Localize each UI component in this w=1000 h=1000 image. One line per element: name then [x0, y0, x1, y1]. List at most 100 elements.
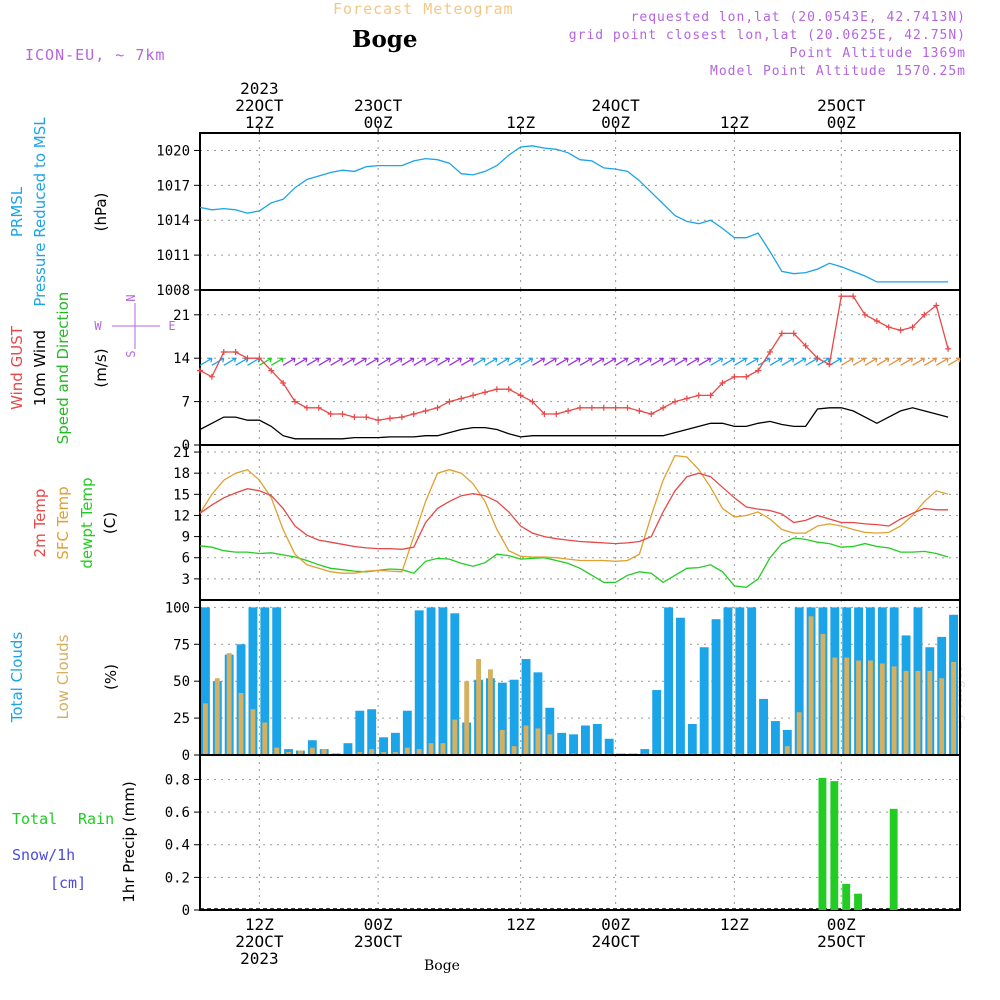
y-tick-label: 50	[173, 674, 190, 690]
total-cloud-bar	[272, 607, 282, 754]
time-label-bottom: 24OCT	[592, 932, 641, 951]
wind-barb-head	[507, 358, 510, 363]
wind-gust-marker	[410, 411, 417, 417]
wind-gust-marker	[280, 380, 287, 386]
time-label-top: 00Z	[364, 113, 393, 132]
low-cloud-bar	[428, 743, 434, 754]
wind-barb	[603, 357, 616, 366]
low-cloud-bar	[844, 657, 850, 754]
low-cloud-bar	[488, 669, 493, 754]
wind-barb-head	[305, 358, 308, 363]
wind-gust-marker	[790, 330, 797, 337]
wind-barb	[401, 357, 415, 366]
total-cloud-bar	[414, 610, 424, 754]
wind-gust-marker	[339, 411, 346, 417]
low-cloud-bar	[274, 747, 280, 754]
wind-barb	[650, 357, 664, 366]
total-cloud-bar	[545, 707, 555, 754]
wind-gust-marker	[232, 349, 239, 355]
wind-gust-label: Wind GUST	[8, 325, 26, 410]
y-tick-label: 100	[165, 600, 190, 616]
wind-barb-head	[590, 358, 593, 363]
y-tick-label: 1008	[156, 283, 190, 299]
wind-gust-marker	[565, 407, 572, 414]
low-cloud-bar	[927, 670, 933, 754]
wind-gust-marker	[945, 345, 952, 352]
temp-2m-line	[199, 472, 949, 550]
wind-barb-head	[412, 358, 415, 363]
wind-barb-head	[352, 358, 355, 363]
wind-barb-head	[340, 358, 344, 363]
wind-gust-marker	[197, 367, 203, 374]
rain-bar	[842, 883, 851, 910]
wind-gust-marker	[244, 355, 251, 362]
wind-gust-marker	[814, 355, 821, 362]
low-cloud-bar	[547, 734, 553, 754]
wind-gust-marker	[612, 404, 619, 411]
total-cloud-bar	[248, 607, 258, 754]
wind-barb-head	[649, 358, 652, 363]
wind-barb	[698, 357, 711, 366]
wind-barb	[852, 357, 866, 366]
wind-gust-marker	[517, 392, 524, 399]
total-cloud-bar	[521, 659, 531, 754]
wind-barb-head	[459, 358, 462, 363]
wind-barb	[508, 357, 521, 366]
y-tick-label: 0	[182, 748, 190, 764]
location-name: Boge	[352, 26, 418, 53]
wind-gust-marker	[470, 392, 477, 399]
low-cloud-bar	[856, 660, 861, 754]
wind-barb	[686, 357, 700, 366]
wind-gust-marker	[826, 361, 833, 368]
wind-barb	[282, 357, 296, 366]
time-label-bottom: 12Z	[506, 915, 535, 934]
dewpt-temp-line	[199, 537, 949, 588]
total-cloud-bar	[711, 619, 721, 754]
sfc-temp-label: SFC Temp	[54, 486, 72, 559]
wind-barb-head	[566, 358, 569, 363]
wind-barb-head	[293, 358, 296, 363]
wind-gust-marker	[683, 395, 690, 402]
compass-w: W	[94, 319, 102, 333]
wind-barb	[864, 357, 878, 366]
wind-gust-marker	[862, 311, 868, 318]
precip-axis-label: 1hr Precip (mm)	[120, 781, 138, 902]
low-cloud-bar	[523, 725, 529, 754]
wind-barb	[722, 357, 735, 366]
wind-barb	[615, 357, 628, 366]
low-cloud-bar	[238, 693, 244, 754]
total-cloud-bar	[771, 721, 780, 754]
y-tick-label: 0.2	[165, 870, 190, 886]
chart-title: Forecast Meteogram	[333, 0, 514, 18]
wind-gust-marker	[529, 398, 536, 405]
y-tick-label: 15	[173, 487, 190, 503]
time-label-top: 2023	[240, 79, 279, 98]
y-tick-label: 25	[173, 711, 190, 727]
wind-barb	[555, 357, 569, 366]
total-cloud-bar	[640, 749, 650, 754]
wind-barb-head	[839, 358, 842, 363]
wind-gust-marker	[600, 404, 607, 411]
low-cloud-bar	[879, 663, 885, 754]
wind-barb-head	[483, 358, 486, 363]
wind-gust-marker	[482, 389, 488, 396]
total-cloud-bar	[391, 732, 400, 754]
y-tick-label: 0.8	[165, 772, 190, 788]
wind-barb	[627, 357, 640, 366]
wind-barb	[674, 357, 688, 366]
wind-gust-marker	[731, 373, 738, 380]
low-cloud-bar	[891, 666, 897, 754]
wind-barb	[449, 357, 462, 366]
rain-bar	[889, 808, 898, 910]
wind-barb	[211, 357, 225, 366]
time-label-top: 00Z	[601, 113, 630, 132]
wind-barb-head	[851, 358, 854, 363]
low-cloud-bar	[499, 729, 505, 754]
wind-barb-head	[732, 358, 735, 363]
wind-barb	[769, 357, 783, 366]
wind-gust-marker	[624, 404, 631, 411]
wind-barb-head	[756, 358, 759, 363]
wind-barb	[472, 357, 486, 366]
wind-barb-head	[887, 358, 890, 363]
